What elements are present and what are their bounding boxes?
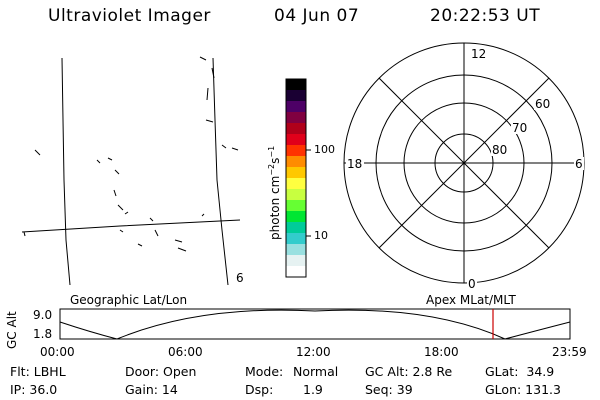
ip-info: IP: 36.0 — [10, 382, 58, 397]
colorbar-segment — [286, 112, 306, 124]
dsp-value: 1.9 — [303, 382, 323, 397]
colorbar-tick-100: 100 — [314, 143, 335, 156]
timeline-y-tick-top: 9.0 — [33, 308, 53, 322]
timeline-x-tick-1: 06:00 — [168, 345, 203, 359]
colorbar-segment — [286, 90, 306, 102]
timeline-x-tick-4: 23:59 — [552, 345, 587, 359]
date-label: 04 Jun 07 — [274, 6, 360, 26]
colorbar-segment — [286, 145, 306, 157]
gc-alt-info: GC Alt: 2.8 Re — [365, 364, 453, 379]
timeline-y-tick-bottom: 1.8 — [33, 327, 53, 341]
time-label: 20:22:53 UT — [430, 6, 541, 26]
colorbar-segment — [286, 266, 306, 278]
colorbar-segment — [286, 134, 306, 146]
colorbar-tick-10: 10 — [314, 229, 328, 242]
polar-hour-6: 6 — [575, 157, 583, 171]
timeline-x-tick-2: 12:00 — [296, 345, 331, 359]
timeline-left-label: Geographic Lat/Lon — [70, 293, 188, 307]
mode-value: Normal — [293, 364, 339, 379]
colorbar-segment — [286, 211, 306, 223]
glat-info: GLat: 34.9 — [485, 364, 555, 379]
door-info: Door: Open — [125, 364, 197, 379]
meridian-line-right — [212, 57, 229, 286]
polar-lat-60: 60 — [535, 97, 550, 111]
seq-info: Seq: 39 — [365, 382, 413, 397]
altitude-curve — [59, 309, 571, 340]
glon-info: GLon: 131.3 — [485, 382, 561, 397]
colorbar-segment — [286, 233, 306, 245]
colorbar-segment — [286, 178, 306, 190]
colorbar-segment — [286, 123, 306, 135]
filter-info: Flt: LBHL — [10, 364, 66, 379]
timeline-frame — [59, 308, 571, 340]
polar-hour-18: 18 — [347, 157, 362, 171]
parallel-line — [21, 219, 241, 233]
meridian-line-left — [61, 57, 71, 286]
polar-lat-70: 70 — [512, 121, 527, 135]
colorbar-segment — [286, 222, 306, 234]
dsp-label: Dsp: — [245, 382, 274, 397]
colorbar-segment — [286, 255, 306, 267]
polar-diagonal-2 — [378, 77, 550, 249]
timeline-x-tick-0: 00:00 — [40, 345, 75, 359]
timeline-x-tick-3: 18:00 — [424, 345, 459, 359]
colorbar-segment — [286, 244, 306, 256]
polar-hour-0: 0 — [468, 277, 476, 291]
polar-hour-12: 12 — [471, 47, 486, 61]
map-corner-label: 6 — [236, 271, 244, 285]
colorbar-segment — [286, 189, 306, 201]
mode-label: Mode: — [245, 364, 284, 379]
gain-info: Gain: 14 — [125, 382, 178, 397]
colorbar-segment — [286, 200, 306, 212]
colorbar-segment — [286, 156, 306, 168]
colorbar-segment — [286, 167, 306, 179]
instrument-title: Ultraviolet Imager — [48, 6, 211, 26]
timeline-right-label: Apex MLat/MLT — [426, 293, 516, 307]
colorbar-segment — [286, 79, 306, 91]
colorbar-segment — [286, 101, 306, 113]
polar-lat-80: 80 — [492, 143, 507, 157]
